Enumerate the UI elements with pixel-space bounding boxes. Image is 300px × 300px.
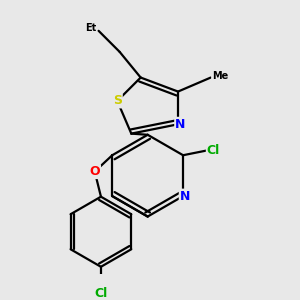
Text: N: N [175, 118, 186, 131]
Text: Me: Me [212, 71, 228, 81]
Text: Cl: Cl [94, 287, 108, 300]
Text: S: S [113, 94, 122, 107]
Text: N: N [180, 190, 190, 202]
Text: Cl: Cl [207, 144, 220, 157]
Text: O: O [89, 165, 100, 178]
Text: Et: Et [85, 23, 96, 34]
